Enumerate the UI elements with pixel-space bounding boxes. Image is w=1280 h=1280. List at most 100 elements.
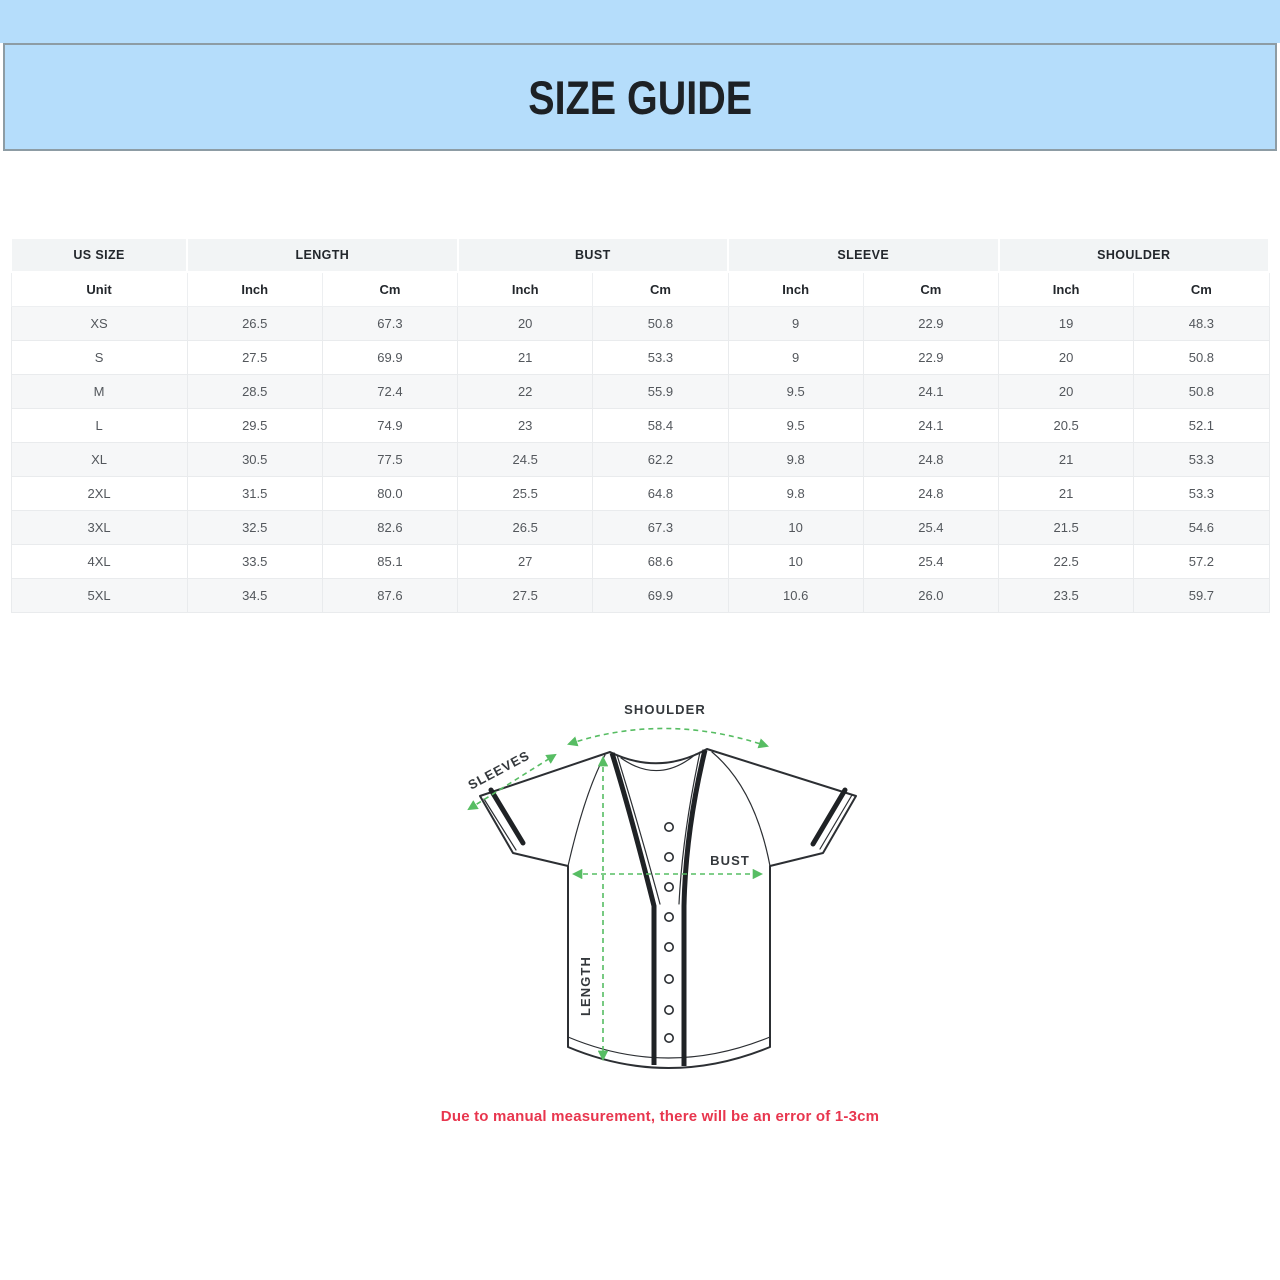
table-cell: 28.5 — [186, 373, 323, 409]
table-cell: 30.5 — [186, 441, 323, 477]
unit-header-cell: Unit — [10, 271, 188, 307]
table-cell: 53.3 — [592, 339, 729, 375]
table-row: XL 30.5 77.5 24.5 62.2 9.8 24.8 21 53.3 — [10, 441, 1270, 477]
table-cell: 21 — [998, 441, 1135, 477]
jersey-outline — [479, 748, 857, 1069]
table-cell: 23 — [457, 407, 594, 443]
table-cell: 74.9 — [321, 407, 459, 443]
table-row: XS 26.5 67.3 20 50.8 9 22.9 19 48.3 — [10, 305, 1270, 341]
table-cell: 52.1 — [1133, 407, 1270, 443]
table-row: 2XL 31.5 80.0 25.5 64.8 9.8 24.8 21 53.3 — [10, 475, 1270, 511]
table-cell: 24.1 — [862, 373, 1000, 409]
table-cell: 24.8 — [862, 475, 1000, 511]
table-cell: 26.0 — [862, 577, 1000, 613]
table-cell: 5XL — [10, 577, 188, 613]
table-row: 5XL 34.5 87.6 27.5 69.9 10.6 26.0 23.5 59.7 — [10, 577, 1270, 613]
table-cell: 21 — [998, 475, 1135, 511]
table-cell: 21.5 — [998, 509, 1135, 545]
table-row: M 28.5 72.4 22 55.9 9.5 24.1 20 50.8 — [10, 373, 1270, 409]
table-cell: 57.2 — [1133, 543, 1270, 579]
table-cell: 59.7 — [1133, 577, 1270, 613]
bust-label: BUST — [710, 853, 750, 868]
table-cell: 9.5 — [727, 373, 864, 409]
table-cell: 9.5 — [727, 407, 864, 443]
unit-header-cell: Inch — [998, 271, 1135, 307]
unit-header-cell: Inch — [727, 271, 864, 307]
column-group-header: LENGTH — [186, 237, 459, 273]
table-cell: S — [10, 339, 188, 375]
table-cell: 69.9 — [592, 577, 729, 613]
table-cell: 25.4 — [862, 543, 1000, 579]
table-cell: XL — [10, 441, 188, 477]
table-cell: 19 — [998, 305, 1135, 341]
column-group-header: SHOULDER — [997, 237, 1271, 273]
top-banner-strip — [0, 0, 1280, 43]
column-group-header: US SIZE — [9, 237, 189, 273]
table-cell: 20.5 — [998, 407, 1135, 443]
measurement-diagram: SHOULDER SLEEVES BUST LENGTH — [433, 688, 903, 1088]
jersey-hem-line — [567, 1036, 771, 1059]
jersey-collar-right-inner — [678, 751, 701, 905]
table-cell: 87.6 — [321, 577, 459, 613]
shoulder-measure-line — [567, 727, 769, 749]
table-cell: 72.4 — [321, 373, 459, 409]
unit-header-cell: Cm — [592, 271, 729, 307]
size-table-head: US SIZE LENGTH BUST SLEEVE SHOULDER Unit Inch C… — [9, 237, 1271, 307]
table-cell: 22.9 — [862, 339, 1000, 375]
column-group-header: SLEEVE — [727, 237, 1000, 273]
title-banner: SIZE GUIDE — [3, 43, 1277, 151]
table-cell: 82.6 — [321, 509, 459, 545]
jersey-right-armhole-seam — [711, 751, 771, 867]
table-cell: 55.9 — [592, 373, 729, 409]
table-cell: 85.1 — [321, 543, 459, 579]
table-cell: 27.5 — [186, 339, 323, 375]
table-cell: 26.5 — [457, 509, 594, 545]
table-cell: 67.3 — [592, 509, 729, 545]
table-cell: XS — [10, 305, 188, 341]
table-row: 4XL 33.5 85.1 27 68.6 10 25.4 22.5 57.2 — [10, 543, 1270, 579]
table-cell: 10 — [727, 543, 864, 579]
table-cell: 34.5 — [186, 577, 323, 613]
table-cell: 2XL — [10, 475, 188, 511]
table-cell: 22 — [457, 373, 594, 409]
page-title: SIZE GUIDE — [528, 70, 752, 124]
jersey-collar-back-line — [620, 753, 697, 772]
table-cell: 80.0 — [321, 475, 459, 511]
table-cell: 22.9 — [862, 305, 1000, 341]
jersey-buttons — [664, 822, 675, 1043]
table-cell: 10.6 — [727, 577, 864, 613]
table-cell: 69.9 — [321, 339, 459, 375]
table-cell: 48.3 — [1133, 305, 1270, 341]
table-cell: 20 — [457, 305, 594, 341]
unit-header-cell: Cm — [862, 271, 1000, 307]
measurement-note: Due to manual measurement, there will be… — [440, 1108, 880, 1125]
table-cell: 64.8 — [592, 475, 729, 511]
size-table: US SIZE LENGTH BUST SLEEVE SHOULDER Unit Inch C… — [9, 237, 1271, 613]
table-cell: 32.5 — [186, 509, 323, 545]
table-cell: 3XL — [10, 509, 188, 545]
unit-header-cell: Cm — [1133, 271, 1270, 307]
table-cell: 29.5 — [186, 407, 323, 443]
jersey-placket-right-band — [681, 749, 708, 1066]
table-cell: 20 — [998, 373, 1135, 409]
table-cell: 25.4 — [862, 509, 1000, 545]
unit-header-cell: Inch — [186, 271, 323, 307]
table-cell: L — [10, 407, 188, 443]
table-cell: 50.8 — [592, 305, 729, 341]
unit-header-cell: Inch — [457, 271, 594, 307]
table-row: 3XL 32.5 82.6 26.5 67.3 10 25.4 21.5 54.6 — [10, 509, 1270, 545]
jersey-right-cuff-line — [819, 794, 853, 850]
table-row: L 29.5 74.9 23 58.4 9.5 24.1 20.5 52.1 — [10, 407, 1270, 443]
table-cell: 4XL — [10, 543, 188, 579]
table-cell: 31.5 — [186, 475, 323, 511]
table-cell: 54.6 — [1133, 509, 1270, 545]
table-cell: 27 — [457, 543, 594, 579]
table-cell: 9 — [727, 305, 864, 341]
jersey-placket-left-band — [609, 752, 657, 1065]
table-cell: 68.6 — [592, 543, 729, 579]
table-cell: 53.3 — [1133, 475, 1270, 511]
table-cell: 26.5 — [186, 305, 323, 341]
table-cell: 67.3 — [321, 305, 459, 341]
table-cell: 24.5 — [457, 441, 594, 477]
